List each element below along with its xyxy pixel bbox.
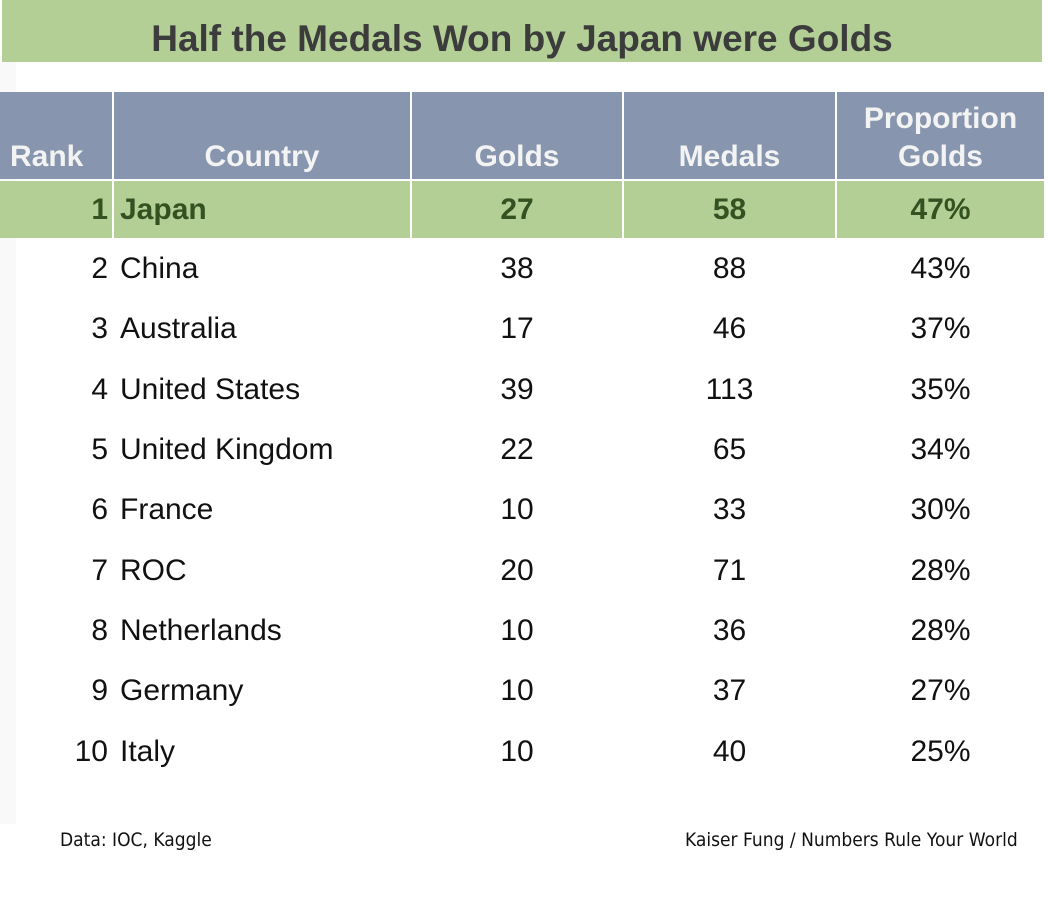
cell-medals: 71 (712, 553, 747, 587)
cell-rank: 2 (91, 252, 108, 286)
table-header-row: Rank Country Golds Medals Proportion Gold… (0, 92, 1044, 179)
cell-country: France (120, 493, 214, 527)
cell-country: United Kingdom (120, 433, 334, 467)
cell-rank: 4 (91, 372, 108, 406)
cell-country: Germany (120, 674, 244, 708)
cell-golds: 20 (500, 553, 534, 587)
cell-country: ROC (120, 553, 187, 587)
cell-rank: 9 (91, 674, 108, 708)
cell-golds: 39 (500, 372, 534, 406)
cell-medals: 58 (624, 181, 835, 238)
cell-rank: 6 (91, 493, 108, 527)
cell-rank: 1 (0, 181, 112, 238)
header-rank: Rank (0, 92, 112, 179)
credit-note: Kaiser Fung / Numbers Rule Your World (685, 829, 1018, 851)
header-proportion-golds: Proportion Golds (837, 92, 1044, 179)
cell-prop: 30% (910, 493, 971, 527)
left-margin-strip (0, 62, 16, 824)
cell-country: Netherlands (120, 613, 282, 647)
cell-golds: 10 (500, 674, 534, 708)
cell-rank: 3 (91, 312, 108, 346)
cell-medals: 37 (712, 674, 747, 708)
cell-country: China (120, 252, 199, 286)
cell-country: United States (120, 372, 301, 406)
header-golds: Golds (412, 92, 622, 179)
table-row: 8 Netherlands 10 36 28% (0, 602, 1044, 660)
table-row: 1 Japan 27 58 47% (0, 181, 1044, 238)
cell-country: Italy (120, 734, 176, 768)
table-row: 5 United Kingdom 22 65 34% (0, 421, 1044, 479)
cell-golds: 10 (500, 613, 534, 647)
cell-rank: 5 (91, 433, 108, 467)
source-note: Data: IOC, Kaggle (60, 829, 212, 851)
cell-rank: 8 (91, 613, 108, 647)
header-prop-line1: Proportion (863, 102, 1018, 135)
cell-golds: 10 (500, 493, 534, 527)
cell-prop: 28% (910, 553, 971, 587)
cell-medals: 88 (712, 252, 747, 286)
cell-prop: 25% (910, 734, 971, 768)
cell-prop: 43% (910, 252, 971, 286)
cell-medals: 65 (712, 433, 747, 467)
cell-country: Japan (114, 181, 410, 238)
table-row: 6 France 10 33 30% (0, 481, 1044, 539)
chart-title-text: Half the Medals Won by Japan were Golds (151, 18, 893, 59)
table-row: 7 ROC 20 71 28% (0, 541, 1044, 599)
cell-prop: 27% (910, 674, 971, 708)
header-country: Country (114, 92, 410, 179)
table-row: 2 China 38 88 43% (0, 240, 1044, 298)
cell-country: Australia (120, 312, 237, 346)
cell-golds: 22 (500, 433, 534, 467)
table-row: 4 United States 39 113 35% (0, 361, 1044, 419)
table-row: 9 Germany 10 37 27% (0, 662, 1044, 720)
cell-rank: 7 (91, 553, 108, 587)
cell-golds: 10 (500, 734, 534, 768)
medals-table: Rank Country Golds Medals Proportion Gold… (0, 90, 1046, 783)
cell-golds: 17 (500, 312, 534, 346)
header-prop-line2: Golds (897, 139, 983, 173)
cell-golds: 27 (412, 181, 622, 238)
cell-medals: 40 (712, 734, 747, 768)
cell-rank: 10 (74, 734, 108, 768)
cell-prop: 37% (910, 312, 971, 346)
chart-title: Half the Medals Won by Japan were Golds (2, 0, 1042, 62)
cell-medals: 36 (712, 613, 747, 647)
table-row: 3 Australia 17 46 37% (0, 300, 1044, 358)
cell-prop: 34% (910, 433, 971, 467)
cell-prop: 47% (837, 181, 1044, 238)
cell-prop: 28% (910, 613, 971, 647)
header-medals: Medals (624, 92, 835, 179)
cell-medals: 113 (705, 372, 754, 406)
table-row: 10 Italy 10 40 25% (0, 722, 1044, 780)
cell-prop: 35% (910, 372, 971, 406)
cell-golds: 38 (500, 252, 534, 286)
cell-medals: 33 (712, 493, 747, 527)
cell-medals: 46 (712, 312, 747, 346)
